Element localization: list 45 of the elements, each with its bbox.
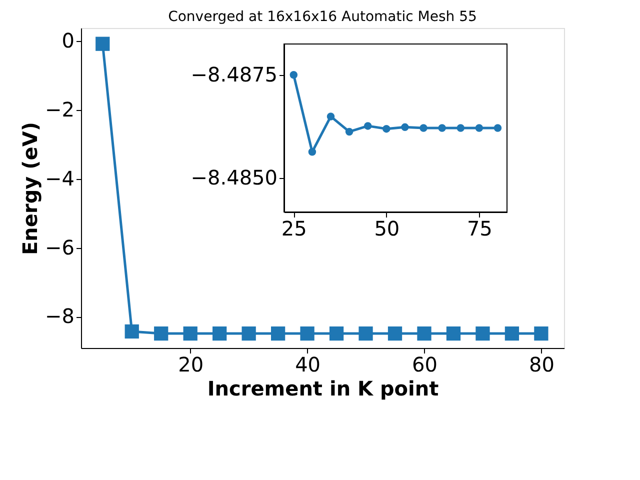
point: [401, 123, 409, 132]
point: [308, 148, 316, 156]
point: [290, 71, 298, 79]
x-tick-label: 40: [295, 352, 321, 376]
y-tick-label: −2: [45, 97, 74, 122]
point: [438, 124, 446, 132]
y-tick-label: −4: [45, 166, 74, 190]
point: [476, 326, 490, 341]
chart-title: Converged at 16x16x16 Automatic Mesh 55: [168, 9, 477, 25]
x-tick-label: 20: [178, 352, 204, 376]
point: [446, 326, 461, 341]
point: [345, 128, 354, 136]
point: [96, 36, 110, 51]
x-axis-title: Increment in K point: [207, 376, 440, 400]
y-tick-label: 0: [62, 28, 74, 53]
point: [388, 326, 402, 341]
point: [494, 124, 502, 132]
x-tick-label: 25: [281, 216, 307, 240]
point: [329, 326, 344, 341]
point: [154, 326, 168, 341]
point: [300, 326, 314, 341]
point: [475, 124, 484, 132]
point: [242, 326, 256, 341]
point: [420, 124, 428, 132]
x-tick-label: 80: [528, 352, 554, 376]
point: [358, 326, 373, 341]
point: [124, 324, 139, 339]
x-tick-label: 60: [412, 352, 438, 376]
y-tick-label: −8: [45, 304, 74, 328]
y-tick-label: −6: [45, 235, 74, 260]
point: [270, 326, 286, 341]
point: [534, 326, 548, 341]
y-axis-title: Energy (eV): [18, 122, 42, 255]
point: [456, 124, 464, 132]
point: [417, 326, 432, 341]
point: [183, 326, 198, 341]
y-tick-label: −8.4875: [190, 62, 278, 86]
point: [212, 326, 227, 341]
y-tick-label: −8.4850: [190, 165, 278, 190]
point: [504, 326, 520, 341]
point: [382, 124, 390, 133]
x-tick-label: 50: [374, 216, 400, 240]
point: [326, 112, 335, 120]
point: [364, 122, 372, 130]
x-tick-label: 75: [466, 216, 492, 240]
